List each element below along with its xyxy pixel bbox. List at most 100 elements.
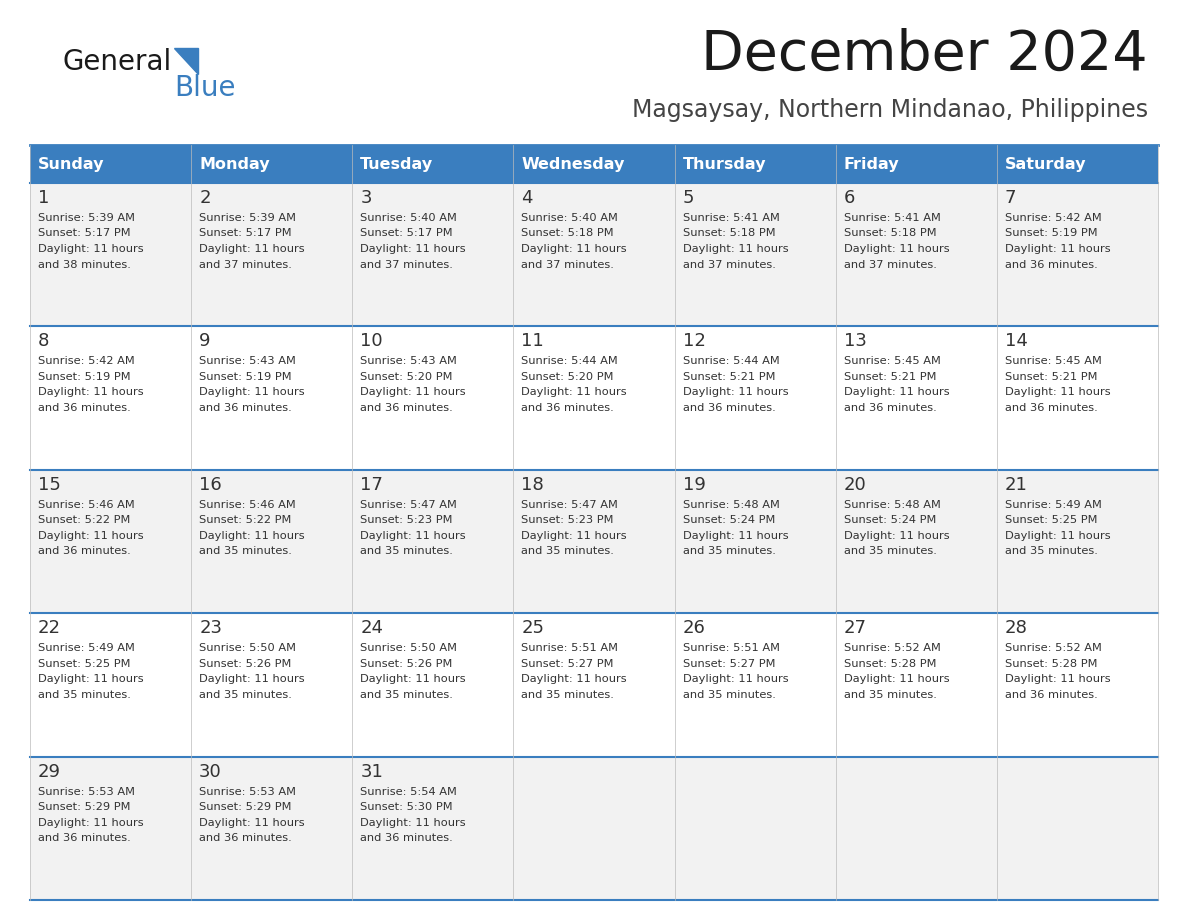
- Text: Sunrise: 5:48 AM: Sunrise: 5:48 AM: [683, 499, 779, 509]
- Text: Saturday: Saturday: [1005, 156, 1086, 172]
- Text: Daylight: 11 hours: Daylight: 11 hours: [200, 674, 305, 684]
- Text: and 36 minutes.: and 36 minutes.: [1005, 403, 1098, 413]
- Text: Sunset: 5:28 PM: Sunset: 5:28 PM: [843, 659, 936, 668]
- Text: Daylight: 11 hours: Daylight: 11 hours: [360, 531, 466, 541]
- Bar: [353, 327, 513, 470]
- Text: and 35 minutes.: and 35 minutes.: [1005, 546, 1098, 556]
- Text: Daylight: 11 hours: Daylight: 11 hours: [843, 387, 949, 397]
- Text: Sunset: 5:17 PM: Sunset: 5:17 PM: [38, 229, 131, 239]
- Text: Monday: Monday: [200, 156, 270, 172]
- Text: Sunrise: 5:47 AM: Sunrise: 5:47 AM: [522, 499, 618, 509]
- Text: 16: 16: [200, 476, 222, 494]
- Bar: [353, 183, 513, 327]
- Bar: [513, 327, 675, 470]
- Bar: [675, 327, 835, 470]
- Text: Sunrise: 5:45 AM: Sunrise: 5:45 AM: [843, 356, 941, 366]
- Text: and 35 minutes.: and 35 minutes.: [683, 546, 776, 556]
- Text: 26: 26: [683, 620, 706, 637]
- Text: Wednesday: Wednesday: [522, 156, 625, 172]
- Bar: [675, 613, 835, 756]
- Bar: [835, 756, 997, 900]
- Text: Daylight: 11 hours: Daylight: 11 hours: [1005, 674, 1111, 684]
- Text: 23: 23: [200, 620, 222, 637]
- Text: Daylight: 11 hours: Daylight: 11 hours: [843, 531, 949, 541]
- Text: Magsaysay, Northern Mindanao, Philippines: Magsaysay, Northern Mindanao, Philippine…: [632, 98, 1148, 122]
- Text: 30: 30: [200, 763, 222, 780]
- Bar: [191, 183, 353, 327]
- Bar: [353, 145, 513, 183]
- Text: Daylight: 11 hours: Daylight: 11 hours: [1005, 387, 1111, 397]
- Text: Sunset: 5:20 PM: Sunset: 5:20 PM: [360, 372, 453, 382]
- Text: 28: 28: [1005, 620, 1028, 637]
- Text: 13: 13: [843, 332, 866, 351]
- Text: Sunrise: 5:40 AM: Sunrise: 5:40 AM: [360, 213, 457, 223]
- Text: and 37 minutes.: and 37 minutes.: [360, 260, 453, 270]
- Bar: [675, 756, 835, 900]
- Text: and 36 minutes.: and 36 minutes.: [38, 834, 131, 843]
- Text: and 35 minutes.: and 35 minutes.: [522, 689, 614, 700]
- Text: 29: 29: [38, 763, 61, 780]
- Bar: [513, 145, 675, 183]
- Text: 9: 9: [200, 332, 210, 351]
- Text: Sunset: 5:24 PM: Sunset: 5:24 PM: [843, 515, 936, 525]
- Text: Sunset: 5:21 PM: Sunset: 5:21 PM: [1005, 372, 1098, 382]
- Text: and 35 minutes.: and 35 minutes.: [360, 689, 453, 700]
- Text: Sunrise: 5:49 AM: Sunrise: 5:49 AM: [1005, 499, 1101, 509]
- Text: and 36 minutes.: and 36 minutes.: [522, 403, 614, 413]
- Text: Daylight: 11 hours: Daylight: 11 hours: [1005, 244, 1111, 254]
- Bar: [997, 756, 1158, 900]
- Text: Sunrise: 5:49 AM: Sunrise: 5:49 AM: [38, 644, 135, 654]
- Text: and 36 minutes.: and 36 minutes.: [360, 403, 453, 413]
- Text: Daylight: 11 hours: Daylight: 11 hours: [200, 387, 305, 397]
- Bar: [997, 613, 1158, 756]
- Text: Blue: Blue: [173, 74, 235, 102]
- Text: and 35 minutes.: and 35 minutes.: [683, 689, 776, 700]
- Text: Sunrise: 5:39 AM: Sunrise: 5:39 AM: [200, 213, 296, 223]
- Text: Sunrise: 5:45 AM: Sunrise: 5:45 AM: [1005, 356, 1101, 366]
- Text: Sunrise: 5:39 AM: Sunrise: 5:39 AM: [38, 213, 135, 223]
- Text: Daylight: 11 hours: Daylight: 11 hours: [522, 244, 627, 254]
- Text: Sunset: 5:21 PM: Sunset: 5:21 PM: [843, 372, 936, 382]
- Text: Thursday: Thursday: [683, 156, 766, 172]
- Text: Sunset: 5:23 PM: Sunset: 5:23 PM: [360, 515, 453, 525]
- Text: 20: 20: [843, 476, 866, 494]
- Bar: [997, 183, 1158, 327]
- Text: 7: 7: [1005, 189, 1017, 207]
- Text: 1: 1: [38, 189, 50, 207]
- Text: Sunset: 5:19 PM: Sunset: 5:19 PM: [1005, 229, 1098, 239]
- Text: and 36 minutes.: and 36 minutes.: [1005, 260, 1098, 270]
- Text: and 36 minutes.: and 36 minutes.: [38, 546, 131, 556]
- Text: Sunset: 5:18 PM: Sunset: 5:18 PM: [683, 229, 776, 239]
- Text: Daylight: 11 hours: Daylight: 11 hours: [843, 674, 949, 684]
- Text: Sunset: 5:29 PM: Sunset: 5:29 PM: [200, 802, 291, 812]
- Bar: [30, 756, 191, 900]
- Text: Sunrise: 5:52 AM: Sunrise: 5:52 AM: [1005, 644, 1101, 654]
- Bar: [30, 327, 191, 470]
- Text: and 35 minutes.: and 35 minutes.: [843, 689, 936, 700]
- Text: Sunrise: 5:42 AM: Sunrise: 5:42 AM: [1005, 213, 1101, 223]
- Text: Daylight: 11 hours: Daylight: 11 hours: [200, 244, 305, 254]
- Bar: [513, 756, 675, 900]
- Text: and 36 minutes.: and 36 minutes.: [360, 834, 453, 843]
- Bar: [191, 613, 353, 756]
- Text: Sunrise: 5:41 AM: Sunrise: 5:41 AM: [683, 213, 779, 223]
- Bar: [675, 470, 835, 613]
- Text: Sunset: 5:18 PM: Sunset: 5:18 PM: [522, 229, 614, 239]
- Text: Daylight: 11 hours: Daylight: 11 hours: [843, 244, 949, 254]
- Text: Sunrise: 5:44 AM: Sunrise: 5:44 AM: [683, 356, 779, 366]
- Text: Sunrise: 5:50 AM: Sunrise: 5:50 AM: [200, 644, 296, 654]
- Bar: [513, 470, 675, 613]
- Text: Daylight: 11 hours: Daylight: 11 hours: [360, 818, 466, 828]
- Text: and 35 minutes.: and 35 minutes.: [200, 546, 292, 556]
- Text: and 37 minutes.: and 37 minutes.: [200, 260, 292, 270]
- Text: 17: 17: [360, 476, 384, 494]
- Text: 31: 31: [360, 763, 384, 780]
- Bar: [191, 470, 353, 613]
- Bar: [191, 327, 353, 470]
- Text: 25: 25: [522, 620, 544, 637]
- Text: Sunrise: 5:48 AM: Sunrise: 5:48 AM: [843, 499, 941, 509]
- Text: 15: 15: [38, 476, 61, 494]
- Bar: [835, 470, 997, 613]
- Text: 8: 8: [38, 332, 50, 351]
- Polygon shape: [173, 48, 198, 74]
